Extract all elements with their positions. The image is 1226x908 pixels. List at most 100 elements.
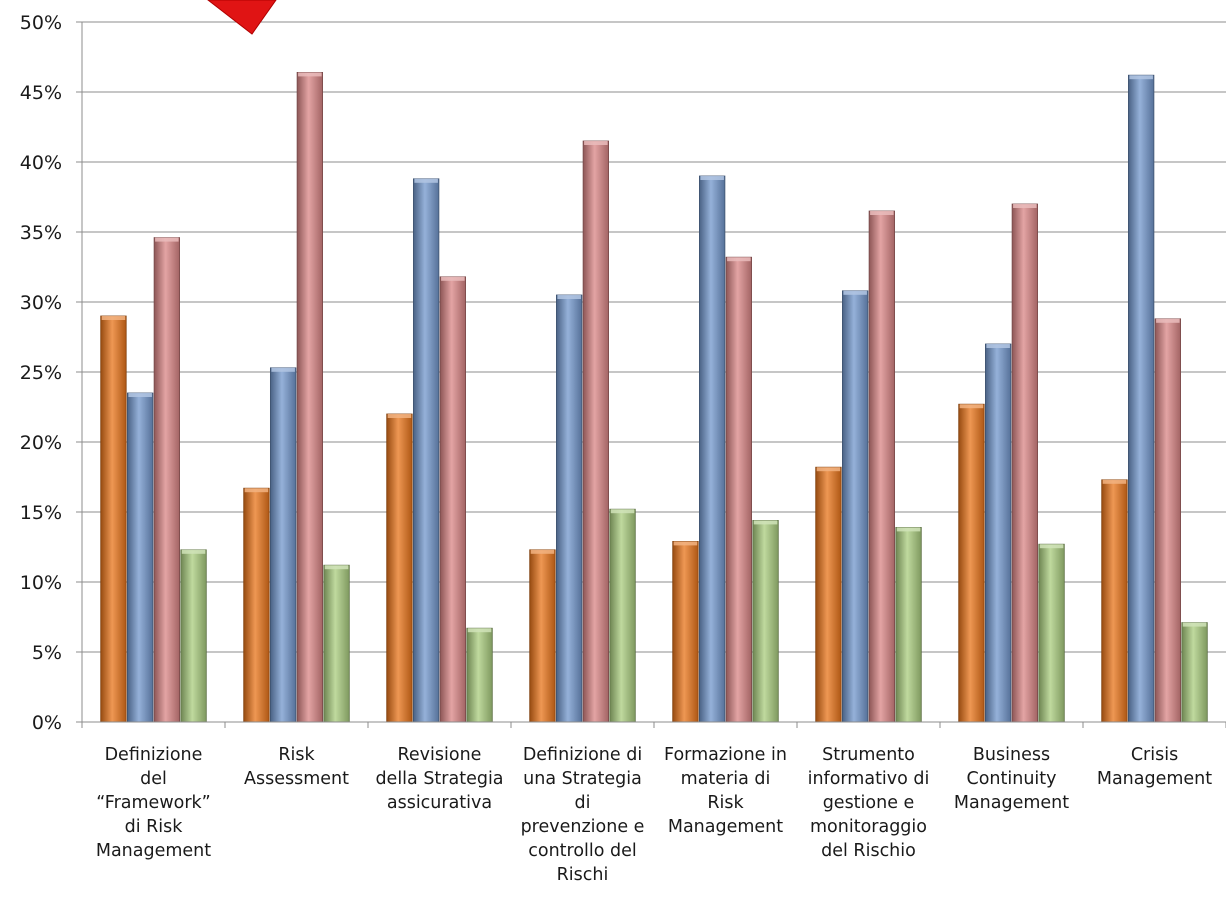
x-category-label: Risk Assessment (244, 745, 349, 789)
x-category-label: Definizione di una Strategia di prevenzione… (521, 745, 645, 885)
x-category-label-line: informativo di (808, 769, 930, 789)
bar (243, 487, 270, 723)
x-category-label-line: Definizione (105, 745, 203, 765)
y-tick-label: 25% (20, 362, 62, 384)
bar (842, 290, 869, 723)
x-axis: Definizione del “Framework” di Risk Manageme… (81, 721, 1226, 885)
x-category-label-line: del Rischio (821, 841, 916, 861)
y-tick-label: 35% (20, 222, 62, 244)
x-category-label-line: una Strategia (523, 769, 642, 789)
bar-cap (181, 549, 206, 554)
x-category-label-line: Risk (707, 793, 744, 813)
bar (672, 541, 699, 723)
bar (100, 315, 127, 723)
bar-cap (896, 527, 921, 532)
bar-cap (1013, 204, 1037, 208)
bar (529, 549, 556, 723)
bar-cap (986, 344, 1010, 348)
x-category-label-line: “Framework” (96, 793, 210, 813)
bar-cap (324, 565, 349, 570)
bar-cap (271, 367, 295, 372)
bar-cap (467, 628, 492, 633)
bar-cap (700, 176, 724, 180)
bar (439, 276, 467, 723)
red-arrow-marker (207, 0, 277, 35)
x-category-label: Revisione della Strategia assicurativa (375, 745, 503, 813)
x-category-label-line: controllo del (528, 841, 637, 861)
bar-cap (753, 520, 778, 525)
x-category-label-line: monitoraggio (810, 817, 927, 837)
bar-cap (298, 72, 322, 77)
bar (466, 627, 493, 723)
bar-cap (959, 404, 984, 409)
bar-cap (101, 316, 126, 320)
bar (412, 178, 440, 723)
bar (609, 508, 636, 723)
bar-cap (441, 276, 465, 281)
bar (895, 527, 922, 723)
bar (868, 210, 895, 723)
bar (815, 466, 842, 723)
x-category-label-line: Management (1097, 769, 1212, 789)
x-category-label-line: di (575, 793, 591, 813)
y-tick-label: 20% (20, 432, 62, 454)
x-category-label: Formazione in materia di Risk Management (664, 745, 787, 837)
bar-cap (1129, 75, 1153, 80)
x-category-label-line: Revisione (398, 745, 482, 765)
y-tick-label: 45% (20, 82, 62, 104)
x-category-label-line: Business (973, 745, 1050, 765)
bar (296, 72, 324, 723)
x-category-label: Business Continuity Management (954, 745, 1069, 813)
bar-cap (584, 141, 608, 145)
x-category-label-line: Risk (278, 745, 315, 765)
x-category-label-line: Crisis (1131, 745, 1178, 765)
bar (1128, 74, 1155, 723)
x-category-label-line: di Risk (125, 817, 184, 837)
bar (725, 256, 752, 723)
bar-cap (155, 237, 179, 242)
x-category-label-line: della Strategia (375, 769, 503, 789)
bar (556, 294, 583, 723)
y-tick-label: 5% (32, 642, 62, 664)
bar-cap (1039, 544, 1064, 549)
x-category-label: Definizione del “Framework” di Risk Manageme… (96, 745, 211, 861)
bars (100, 72, 1208, 723)
bar-cap (673, 541, 698, 546)
bar (323, 564, 350, 723)
x-category-label-line: Rischi (557, 865, 609, 885)
bar (1011, 203, 1038, 723)
bar-cap (816, 467, 841, 472)
bar (1181, 622, 1208, 723)
bar-cap (870, 211, 894, 215)
x-category-label-line: Management (668, 817, 783, 837)
bar-cap (557, 295, 581, 299)
y-tick-label: 10% (20, 572, 62, 594)
bar-cap (414, 178, 438, 183)
x-category-label-line: gestione e (823, 793, 915, 813)
bar (1154, 318, 1181, 723)
bar-cap (843, 290, 867, 295)
y-tick-label: 15% (20, 502, 62, 524)
bar-cap (387, 414, 412, 418)
bar-cap (1156, 318, 1180, 323)
bar (699, 175, 726, 723)
x-category-label-line: assicurativa (387, 793, 492, 813)
x-category-label-line: Continuity (966, 769, 1056, 789)
bar (127, 392, 154, 723)
x-category-label-line: Management (96, 841, 211, 861)
bar (985, 343, 1012, 723)
bar (269, 367, 297, 723)
bar (752, 520, 779, 723)
y-tick-label: 40% (20, 152, 62, 174)
bar (153, 237, 181, 723)
bar (1101, 479, 1128, 723)
x-category-label-line: Management (954, 793, 1069, 813)
x-category-label-line: del (140, 769, 167, 789)
x-category-label-line: Definizione di (523, 745, 642, 765)
bar-cap (1102, 479, 1127, 484)
bar-cap (727, 257, 751, 262)
x-category-label-line: prevenzione e (521, 817, 645, 837)
x-category-label-line: Strumento (822, 745, 915, 765)
bar (958, 403, 985, 723)
